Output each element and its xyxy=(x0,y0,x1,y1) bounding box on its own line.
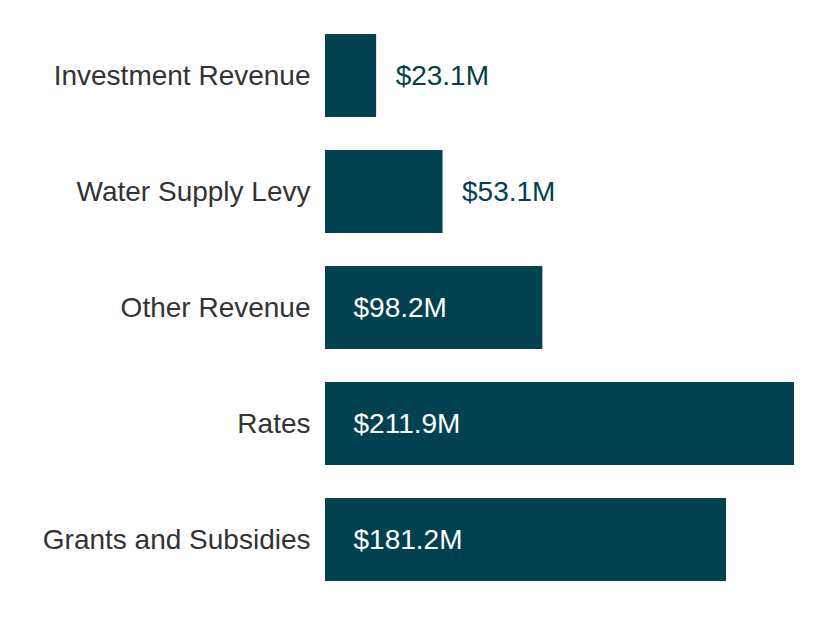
svg-text:Rates: Rates xyxy=(237,408,310,439)
svg-text:$98.2M: $98.2M xyxy=(354,292,447,323)
svg-text:Grants and Subsidies: Grants and Subsidies xyxy=(43,524,311,555)
svg-text:Investment Revenue: Investment Revenue xyxy=(54,60,311,91)
svg-text:$211.9M: $211.9M xyxy=(354,408,461,439)
svg-text:$53.1M: $53.1M xyxy=(462,176,555,207)
svg-text:Water Supply Levy: Water Supply Levy xyxy=(77,176,311,207)
svg-text:$181.2M: $181.2M xyxy=(354,524,463,555)
svg-text:$23.1M: $23.1M xyxy=(396,60,489,91)
svg-text:Other Revenue: Other Revenue xyxy=(121,292,311,323)
